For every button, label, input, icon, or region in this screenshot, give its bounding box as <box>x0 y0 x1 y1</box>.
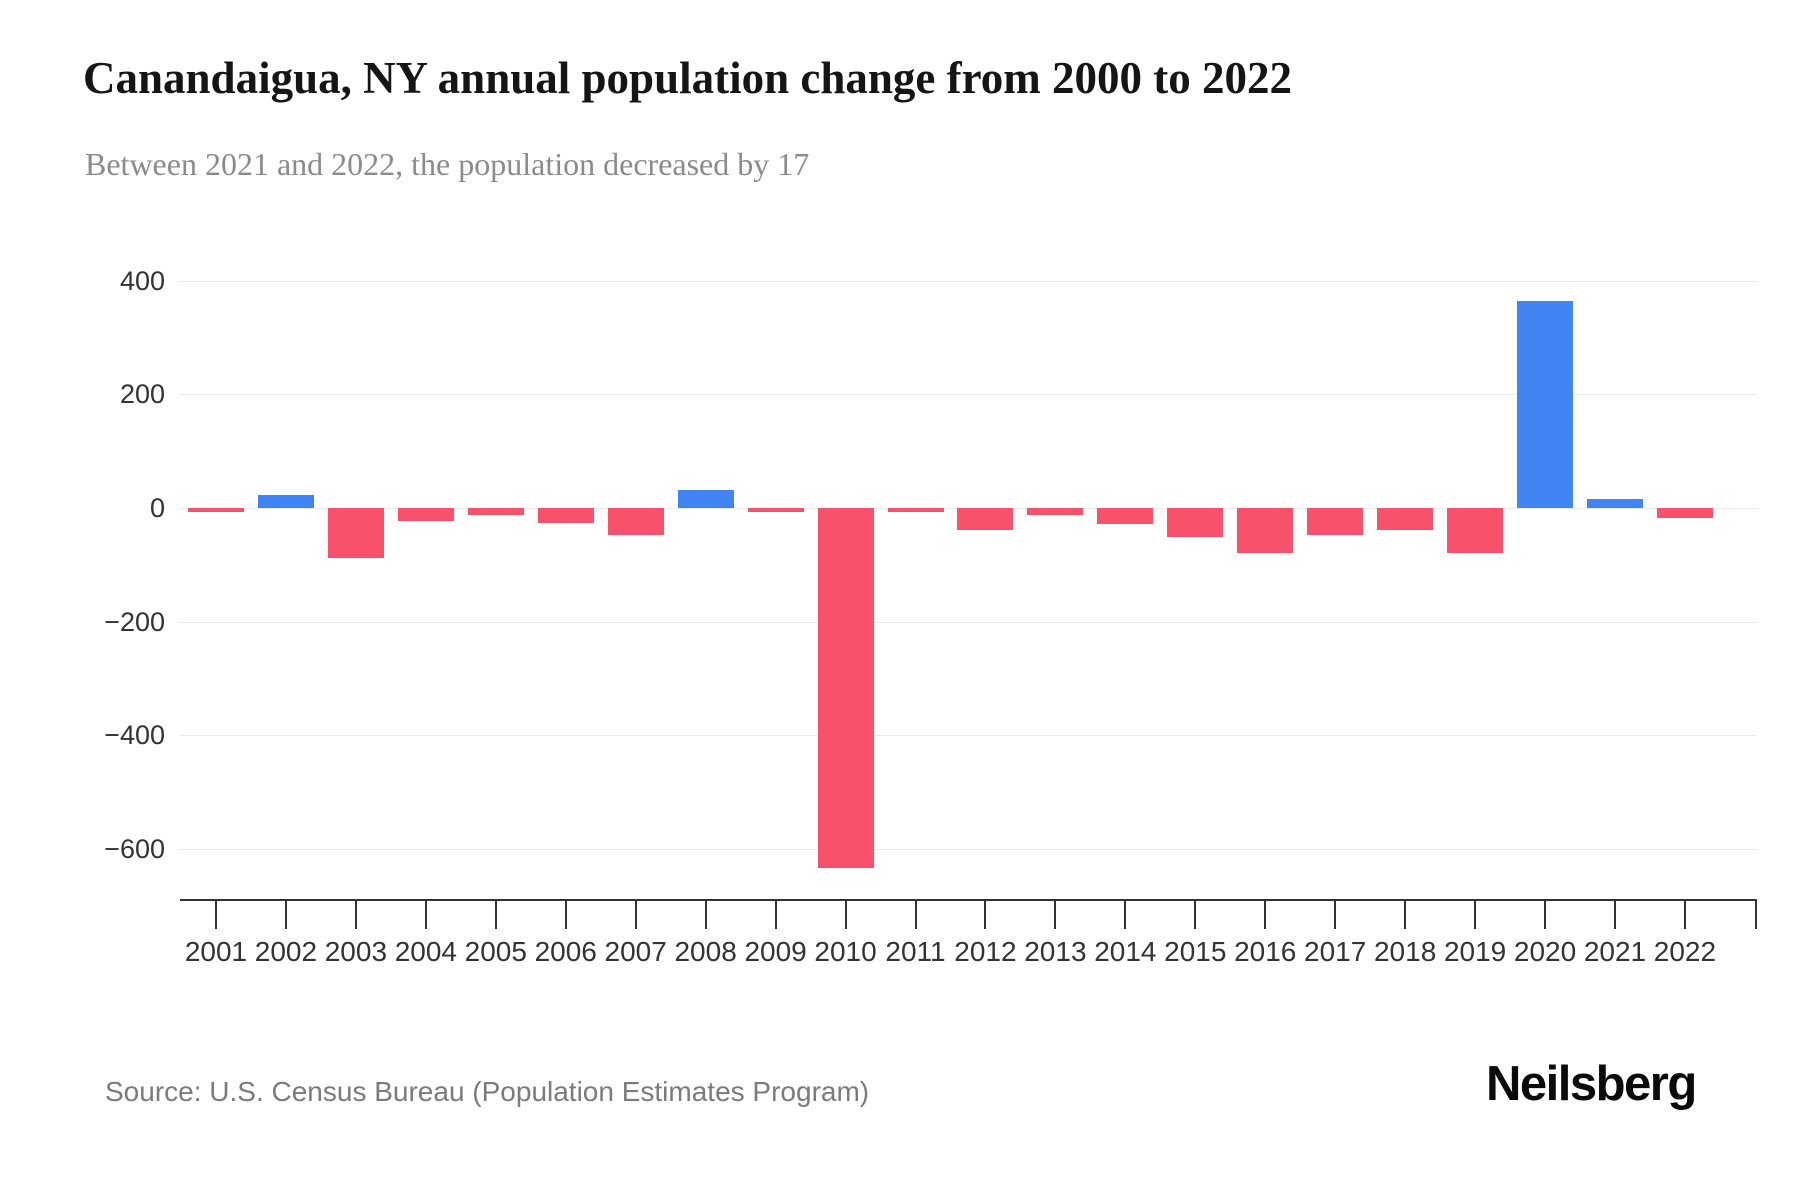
bar-2009[interactable] <box>747 508 804 512</box>
axis-tick <box>1054 899 1057 929</box>
x-axis-line <box>180 899 1757 901</box>
x-tick-label-2010: 2010 <box>814 936 877 967</box>
bar-2003[interactable] <box>327 508 384 558</box>
gridline-200 <box>180 394 1757 396</box>
x-tick-label-2011: 2011 <box>885 936 946 967</box>
x-tick-label-2018: 2018 <box>1373 936 1437 967</box>
axis-tick <box>1474 899 1477 929</box>
y-tick-label: −400 <box>104 720 165 751</box>
x-tick-label-2002: 2002 <box>254 936 318 967</box>
bar-2004[interactable] <box>397 508 454 522</box>
bar-2008[interactable] <box>677 490 734 508</box>
x-tick-label-2012: 2012 <box>954 936 1017 967</box>
x-tick-label-2020: 2020 <box>1513 936 1577 967</box>
bar-2011[interactable] <box>887 508 944 512</box>
chart-subtitle: Between 2021 and 2022, the population de… <box>85 146 810 182</box>
x-tick-label-2008: 2008 <box>674 936 737 967</box>
axis-tick <box>1614 899 1616 929</box>
bar-2020[interactable] <box>1517 300 1574 508</box>
axis-tick <box>1544 899 1547 929</box>
axis-tick <box>564 899 567 929</box>
axis-tick <box>215 899 217 929</box>
y-tick-label: 0 <box>149 493 165 523</box>
bar-2021[interactable] <box>1587 498 1643 508</box>
axis-tick <box>1194 899 1197 929</box>
chart-title: Canandaigua, NY annual population change… <box>83 53 1292 103</box>
bar-2007[interactable] <box>607 508 664 535</box>
axis-tick <box>1124 899 1127 929</box>
bar-2017[interactable] <box>1307 508 1364 536</box>
x-tick-label-2016: 2016 <box>1234 936 1297 967</box>
x-tick-label-2001: 2001 <box>184 936 248 967</box>
axis-tick <box>1264 899 1267 929</box>
bar-2006[interactable] <box>537 508 594 523</box>
x-tick-label-2003: 2003 <box>324 936 388 967</box>
bar-2010[interactable] <box>817 508 874 868</box>
axis-tick <box>424 899 427 929</box>
x-tick-label-2017: 2017 <box>1304 936 1367 967</box>
axis-end-tick <box>1755 899 1757 929</box>
axis-tick <box>1334 899 1337 929</box>
x-tick-label-2022: 2022 <box>1653 936 1717 967</box>
neilsberg-logo: Neilsberg <box>1486 1057 1697 1111</box>
axis-tick <box>494 899 497 929</box>
y-tick-label: −200 <box>104 606 165 637</box>
bar-2012[interactable] <box>957 508 1014 531</box>
x-tick-label-2004: 2004 <box>394 936 457 967</box>
axis-tick <box>984 899 987 929</box>
axis-tick <box>1683 899 1686 929</box>
x-tick-label-2019: 2019 <box>1443 936 1507 967</box>
bar-2022[interactable] <box>1656 508 1713 518</box>
x-tick-label-2005: 2005 <box>464 936 527 967</box>
bar-2002[interactable] <box>257 495 314 508</box>
source-note: Source: U.S. Census Bureau (Population E… <box>105 1076 870 1107</box>
bar-2018[interactable] <box>1377 508 1434 531</box>
bar-2014[interactable] <box>1097 508 1154 525</box>
gridline-−600 <box>180 848 1757 850</box>
axis-tick <box>704 899 707 929</box>
axis-tick <box>1404 899 1407 929</box>
axis-tick <box>634 899 637 929</box>
axis-tick <box>354 899 357 929</box>
x-tick-label-2021: 2021 <box>1583 936 1647 967</box>
bar-2001[interactable] <box>188 508 244 512</box>
axis-tick <box>774 899 777 929</box>
bar-2016[interactable] <box>1237 508 1294 553</box>
x-tick-label-2009: 2009 <box>744 936 807 967</box>
y-tick-label: 400 <box>119 265 165 296</box>
axis-tick <box>844 899 847 929</box>
x-tick-label-2006: 2006 <box>534 936 597 967</box>
axis-tick <box>284 899 287 929</box>
bar-2019[interactable] <box>1447 508 1504 554</box>
x-tick-label-2007: 2007 <box>604 936 667 967</box>
bar-2005[interactable] <box>467 508 524 515</box>
x-tick-label-2013: 2013 <box>1024 936 1087 967</box>
y-tick-label: 200 <box>119 379 165 410</box>
bar-2013[interactable] <box>1027 508 1084 515</box>
gridline-−200 <box>180 621 1757 623</box>
y-tick-label: −600 <box>104 833 165 864</box>
axis-tick <box>914 899 917 929</box>
x-tick-label-2015: 2015 <box>1164 936 1227 967</box>
x-tick-label-2014: 2014 <box>1094 936 1157 967</box>
gridline-400 <box>180 280 1757 282</box>
bar-2015[interactable] <box>1167 508 1224 537</box>
gridline-−400 <box>180 735 1757 737</box>
